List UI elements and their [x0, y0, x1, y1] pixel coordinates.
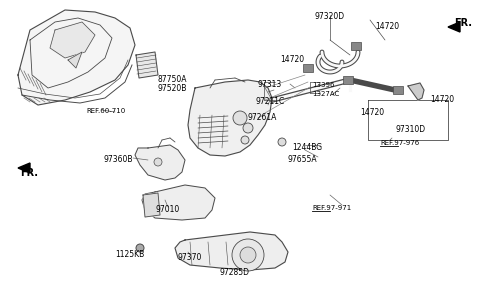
Text: 97370: 97370: [178, 253, 203, 262]
Circle shape: [278, 138, 286, 146]
Text: 97520B: 97520B: [158, 84, 187, 93]
Text: 97655A: 97655A: [288, 155, 318, 164]
Polygon shape: [143, 193, 160, 217]
Polygon shape: [50, 22, 95, 58]
Polygon shape: [175, 232, 288, 270]
Text: 14720: 14720: [360, 108, 384, 117]
Text: 97211C: 97211C: [255, 97, 284, 106]
Text: 97310D: 97310D: [395, 125, 425, 134]
Text: 97360B: 97360B: [103, 155, 132, 164]
Text: 13396: 13396: [312, 82, 335, 88]
Text: FR.: FR.: [20, 168, 38, 178]
Circle shape: [154, 158, 162, 166]
Polygon shape: [18, 163, 30, 173]
Polygon shape: [18, 10, 135, 105]
Circle shape: [232, 239, 264, 271]
Text: 97010: 97010: [155, 205, 179, 214]
Text: 1125KB: 1125KB: [115, 250, 144, 259]
Polygon shape: [188, 80, 272, 156]
Text: REF.97-976: REF.97-976: [380, 140, 419, 146]
Bar: [393, 86, 403, 94]
Bar: [351, 42, 361, 50]
Circle shape: [136, 244, 144, 252]
Text: 97320D: 97320D: [315, 12, 345, 21]
Text: FR.: FR.: [454, 18, 472, 28]
Polygon shape: [136, 52, 158, 78]
Bar: [303, 64, 313, 72]
Text: REF.97-971: REF.97-971: [312, 205, 351, 211]
Text: 97285D: 97285D: [220, 268, 250, 277]
Text: 97313: 97313: [258, 80, 282, 89]
Text: 1244BG: 1244BG: [292, 143, 322, 152]
Polygon shape: [68, 52, 82, 68]
Text: 87750A: 87750A: [158, 75, 188, 84]
Text: 1327AC: 1327AC: [312, 91, 339, 97]
Polygon shape: [142, 185, 215, 220]
Polygon shape: [408, 83, 424, 100]
Circle shape: [240, 247, 256, 263]
Text: 14720: 14720: [430, 95, 454, 104]
Bar: [343, 76, 353, 84]
Text: 97261A: 97261A: [248, 113, 277, 122]
Text: 14720: 14720: [375, 22, 399, 31]
Polygon shape: [448, 22, 460, 32]
Circle shape: [233, 111, 247, 125]
Text: 14720: 14720: [280, 55, 304, 64]
Circle shape: [243, 123, 253, 133]
Circle shape: [241, 136, 249, 144]
Polygon shape: [135, 145, 185, 180]
Text: REF.60-710: REF.60-710: [86, 108, 125, 114]
